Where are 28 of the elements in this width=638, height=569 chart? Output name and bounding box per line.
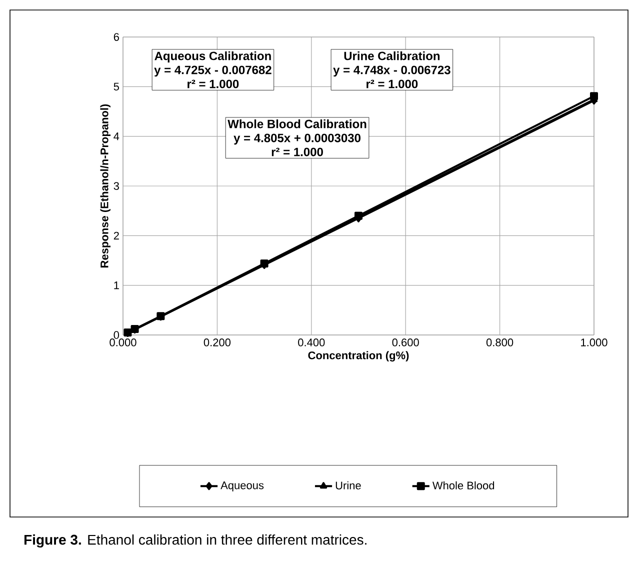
- annotation: y = 4.805x + 0.0003030: [234, 134, 360, 145]
- legend-label: Aqueous: [220, 482, 264, 492]
- x-tick-label: 1.000: [581, 338, 608, 346]
- x-tick-label: 0.000: [110, 338, 136, 346]
- y-tick-label: 1: [114, 282, 119, 290]
- x-tick-label: 0.800: [486, 338, 514, 346]
- y-tick-label: 4: [114, 132, 120, 140]
- y-tick-label: 0: [114, 331, 120, 339]
- y-axis-title: Response (Ethanol/n-Propanol): [100, 104, 110, 268]
- y-tick-label: 5: [114, 82, 119, 90]
- annotation: Whole Blood Calibration: [228, 119, 366, 128]
- y-tick-label: 2: [114, 232, 119, 240]
- x-tick-label: 0.200: [204, 338, 231, 346]
- annotation: Aqueous Calibration: [154, 51, 271, 63]
- x-tick-label: 0.400: [298, 338, 325, 346]
- annotation: r² = 1.000: [366, 80, 418, 88]
- y-tick-label: 6: [114, 33, 119, 41]
- legend-label: Urine: [336, 481, 361, 490]
- annotation: y = 4.748x - 0.006723: [333, 66, 450, 77]
- text: Figure 3. Ethanol calibration in three different matrices.: [24, 534, 366, 548]
- annotation: r² = 1.000: [188, 80, 239, 88]
- x-axis-title: Concentration (g%): [308, 351, 409, 362]
- legend-label: Whole Blood: [432, 481, 494, 490]
- x-tick-label: 0.600: [392, 338, 419, 346]
- annotation: Urine Calibration: [344, 51, 440, 60]
- annotation: y = 4.725x - 0.007682: [154, 66, 272, 77]
- y-tick-label: 3: [114, 182, 119, 190]
- annotation: r² = 1.000: [272, 148, 323, 156]
